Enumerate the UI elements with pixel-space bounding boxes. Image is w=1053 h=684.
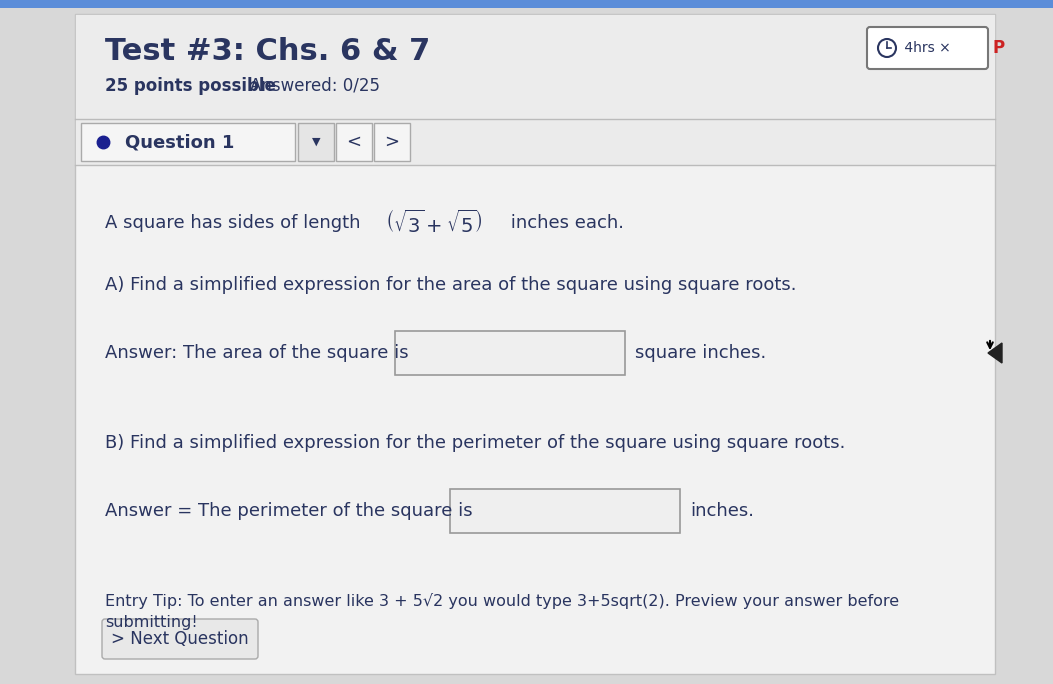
FancyBboxPatch shape xyxy=(298,123,334,161)
Text: inches each.: inches each. xyxy=(505,214,624,232)
Text: P: P xyxy=(992,39,1005,57)
Text: A) Find a simplified expression for the area of the square using square roots.: A) Find a simplified expression for the … xyxy=(105,276,796,294)
Bar xyxy=(0,0,1053,8)
Text: A square has sides of length: A square has sides of length xyxy=(105,214,366,232)
FancyBboxPatch shape xyxy=(867,27,988,69)
Text: 4hrs ×: 4hrs × xyxy=(900,41,951,55)
Text: square inches.: square inches. xyxy=(635,344,767,362)
Text: 25 points possible: 25 points possible xyxy=(105,77,276,95)
Bar xyxy=(450,489,680,533)
Text: ▼: ▼ xyxy=(312,137,320,147)
Text: Answer = The perimeter of the square is: Answer = The perimeter of the square is xyxy=(105,502,473,520)
Text: >: > xyxy=(384,133,399,151)
Bar xyxy=(75,119,995,165)
Bar xyxy=(395,331,625,375)
FancyBboxPatch shape xyxy=(81,123,295,161)
Text: > Next Question: > Next Question xyxy=(112,630,249,648)
Text: Answered: 0/25: Answered: 0/25 xyxy=(250,77,380,95)
Text: Test #3: Chs. 6 & 7: Test #3: Chs. 6 & 7 xyxy=(105,38,431,66)
Text: Answer: The area of the square is: Answer: The area of the square is xyxy=(105,344,409,362)
Text: <: < xyxy=(346,133,361,151)
Bar xyxy=(75,14,995,674)
Polygon shape xyxy=(988,343,1002,363)
Text: submitting!: submitting! xyxy=(105,616,198,631)
Text: Entry Tip: To enter an answer like 3 + 5√2 you would type 3+5sqrt(2). Preview yo: Entry Tip: To enter an answer like 3 + 5… xyxy=(105,593,899,609)
FancyBboxPatch shape xyxy=(374,123,410,161)
FancyBboxPatch shape xyxy=(102,619,258,659)
Text: $\left(\sqrt{3}+\sqrt{5}\right)$: $\left(\sqrt{3}+\sqrt{5}\right)$ xyxy=(385,209,483,237)
Text: B) Find a simplified expression for the perimeter of the square using square roo: B) Find a simplified expression for the … xyxy=(105,434,846,452)
FancyBboxPatch shape xyxy=(336,123,372,161)
Bar xyxy=(75,14,995,119)
Text: inches.: inches. xyxy=(690,502,754,520)
Text: Question 1: Question 1 xyxy=(125,133,235,151)
